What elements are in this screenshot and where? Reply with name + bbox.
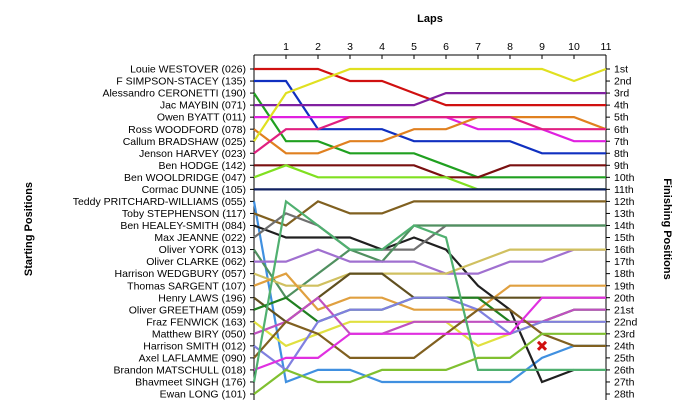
driver-line	[253, 67, 607, 142]
lap-tick-label: 8	[507, 41, 513, 53]
finishing-position-label: 9th	[614, 160, 629, 172]
starting-position-label: Alessandro CERONETTI (190)	[102, 88, 246, 100]
driver-line	[253, 296, 606, 371]
chart-markers	[536, 340, 548, 351]
starting-position-label: Ben HEALEY-SMITH (084)	[120, 220, 246, 232]
finishing-position-label: 15th	[614, 232, 635, 244]
starting-position-label: Ben WOOLDRIDGE (047)	[124, 172, 246, 184]
lap-tick-label: 7	[475, 41, 481, 53]
finishing-position-label: 23rd	[614, 328, 635, 340]
driver-line	[253, 92, 606, 179]
starting-position-label: Ewan LONG (101)	[160, 389, 246, 401]
starting-position-label: Henry LAWS (196)	[158, 292, 246, 304]
finishing-position-label: 3rd	[614, 88, 629, 100]
starting-position-label: Ben HODGE (142)	[158, 160, 246, 172]
finishing-position-label: 28th	[614, 389, 635, 401]
finishing-position-label: 16th	[614, 244, 635, 256]
finishing-position-labels: 1st2nd3rd4th5th6th7th8th9th10th11th12th1…	[606, 64, 638, 401]
starting-position-label: Toby STEPHENSON (117)	[122, 208, 246, 220]
starting-position-label: Ross WOODFORD (078)	[128, 124, 246, 136]
driver-line	[253, 272, 606, 311]
driver-line	[253, 332, 606, 395]
starting-position-label: Thomas SARGENT (107)	[127, 280, 246, 292]
driver-line	[254, 91, 606, 107]
lap-tick-label: 6	[443, 41, 449, 53]
starting-position-label: Fraz FENWICK (163)	[146, 316, 246, 328]
lap-tick-label: 9	[539, 41, 545, 53]
driver-lines	[252, 67, 607, 395]
y-axis-title-right: Finishing Positions	[661, 178, 673, 279]
finishing-position-label: 17th	[614, 256, 635, 268]
driver-line	[253, 296, 606, 335]
finishing-position-label: 22nd	[614, 316, 638, 328]
starting-position-label: Oliver GREETHAM (059)	[129, 304, 246, 316]
finishing-position-label: 1st	[614, 64, 628, 76]
lap-tick-label: 2	[315, 41, 321, 53]
starting-position-label: Louie WESTOVER (026)	[130, 64, 246, 76]
driver-line	[253, 248, 606, 287]
finishing-position-label: 10th	[614, 172, 635, 184]
finishing-position-label: 2nd	[614, 76, 632, 88]
lap-tick-label: 3	[347, 41, 353, 53]
lap-tick-label: 5	[411, 41, 417, 53]
starting-position-label: Oliver YORK (013)	[159, 244, 246, 256]
starting-position-label: Matthew BIRY (050)	[152, 328, 246, 340]
finishing-position-label: 14th	[614, 220, 635, 232]
finishing-position-label: 5th	[614, 112, 629, 124]
starting-position-label: Axel LAFLAMME (090)	[139, 352, 246, 364]
plot-frame	[253, 54, 607, 400]
starting-position-label: Teddy PRITCHARD-WILLIAMS (055)	[73, 196, 246, 208]
finishing-position-label: 20th	[614, 292, 635, 304]
starting-position-label: Oliver CLARKE (062)	[146, 256, 246, 268]
starting-position-label: Owen BYATT (011)	[157, 112, 246, 124]
starting-position-label: Harrison WEDGBURY (057)	[115, 268, 246, 280]
finishing-position-label: 6th	[614, 124, 629, 136]
driver-line	[253, 296, 606, 372]
finishing-position-label: 21st	[614, 304, 634, 316]
y-axis-title-left: Starting Positions	[23, 182, 35, 276]
driver-line	[252, 201, 606, 384]
driver-line	[253, 115, 607, 155]
driver-line	[253, 224, 575, 384]
lap-tick-label: 4	[379, 41, 385, 53]
starting-position-label: Jac MAYBIN (071)	[160, 100, 246, 112]
starting-position-label: Cormac DUNNE (105)	[142, 184, 246, 196]
starting-position-label: Callum BRADSHAW (025)	[123, 136, 246, 148]
finishing-position-label: 18th	[614, 268, 635, 280]
driver-line	[253, 200, 606, 227]
finishing-position-label: 19th	[614, 280, 635, 292]
retirement-cross-icon	[536, 340, 548, 351]
finishing-position-label: 26th	[614, 365, 635, 377]
driver-line	[252, 199, 606, 383]
lap-tick-label: 1	[283, 41, 289, 53]
driver-line	[253, 224, 606, 300]
driver-line	[253, 115, 606, 155]
driver-line	[253, 308, 606, 359]
lap-tick-label: 11	[601, 41, 612, 53]
finishing-position-label: 8th	[614, 148, 629, 160]
finishing-position-label: 13th	[614, 208, 635, 220]
starting-position-label: Max JEANNE (022)	[154, 232, 246, 244]
x-axis-title: Laps	[417, 13, 443, 25]
driver-line	[254, 248, 606, 275]
lap-ticks: 1 2 3 4 5 6 7 8 9 10 11	[283, 41, 612, 59]
starting-position-label: Harrison SMITH (012)	[143, 340, 246, 352]
driver-line	[254, 79, 606, 155]
starting-position-label: Bhavmeet SINGH (176)	[135, 377, 246, 389]
finishing-position-label: 24th	[614, 340, 635, 352]
starting-position-label: Brandon MATSCHULL (018)	[114, 365, 246, 377]
finishing-position-label: 4th	[614, 100, 629, 112]
driver-line	[254, 164, 606, 179]
finishing-position-label: 12th	[614, 196, 635, 208]
lap-tick-label: 10	[568, 41, 580, 53]
starting-position-labels: Louie WESTOVER (026)F SIMPSON-STACEY (13…	[73, 64, 254, 401]
finishing-position-label: 7th	[614, 136, 629, 148]
finishing-position-label: 25th	[614, 352, 635, 364]
finishing-position-label: 11th	[614, 184, 634, 196]
finishing-position-label: 27th	[614, 377, 635, 389]
starting-position-label: Jenson HARVEY (023)	[139, 148, 246, 160]
starting-position-label: F SIMPSON-STACEY (135)	[116, 76, 246, 88]
